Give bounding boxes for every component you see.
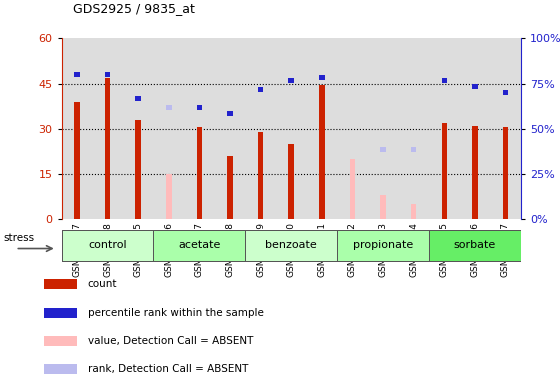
Bar: [214, 38, 245, 219]
Bar: [44, 308, 77, 318]
Bar: [44, 279, 77, 290]
Bar: [368, 38, 398, 219]
Bar: [472, 126, 478, 219]
Bar: [153, 38, 184, 219]
Bar: [197, 105, 202, 110]
Text: count: count: [88, 279, 117, 289]
Bar: [74, 102, 80, 219]
Bar: [136, 120, 141, 219]
Text: acetate: acetate: [178, 240, 221, 250]
Bar: [429, 38, 460, 219]
Bar: [245, 38, 276, 219]
Bar: [441, 122, 447, 219]
Bar: [380, 147, 386, 152]
Text: propionate: propionate: [353, 240, 413, 250]
Bar: [288, 144, 294, 219]
Bar: [503, 90, 508, 95]
Bar: [92, 38, 123, 219]
Bar: [380, 195, 386, 219]
Bar: [503, 127, 508, 219]
FancyBboxPatch shape: [153, 230, 245, 261]
Bar: [105, 72, 110, 77]
Bar: [349, 159, 355, 219]
Bar: [227, 111, 233, 116]
Bar: [197, 127, 202, 219]
Text: sorbate: sorbate: [454, 240, 496, 250]
Bar: [166, 105, 171, 110]
Bar: [44, 364, 77, 374]
Bar: [337, 38, 368, 219]
Bar: [62, 38, 92, 219]
Bar: [472, 84, 478, 89]
Bar: [123, 38, 153, 219]
Bar: [490, 38, 521, 219]
Bar: [258, 87, 263, 92]
Text: GDS2925 / 9835_at: GDS2925 / 9835_at: [73, 2, 195, 15]
FancyBboxPatch shape: [337, 230, 429, 261]
Bar: [319, 75, 325, 80]
Bar: [306, 38, 337, 219]
Bar: [166, 174, 171, 219]
Text: control: control: [88, 240, 127, 250]
Bar: [136, 96, 141, 101]
Text: percentile rank within the sample: percentile rank within the sample: [88, 308, 264, 318]
Bar: [184, 38, 214, 219]
Bar: [74, 72, 80, 77]
Bar: [288, 78, 294, 83]
FancyBboxPatch shape: [62, 230, 153, 261]
Bar: [227, 156, 233, 219]
Text: value, Detection Call = ABSENT: value, Detection Call = ABSENT: [88, 336, 253, 346]
Bar: [319, 85, 325, 219]
Bar: [460, 38, 490, 219]
Bar: [44, 336, 77, 346]
Text: benzoate: benzoate: [265, 240, 317, 250]
Bar: [105, 78, 110, 219]
Text: rank, Detection Call = ABSENT: rank, Detection Call = ABSENT: [88, 364, 248, 374]
Bar: [398, 38, 429, 219]
Bar: [258, 132, 263, 219]
Text: stress: stress: [3, 233, 34, 243]
Bar: [441, 78, 447, 83]
FancyBboxPatch shape: [245, 230, 337, 261]
Bar: [276, 38, 306, 219]
Bar: [411, 204, 417, 219]
FancyBboxPatch shape: [429, 230, 521, 261]
Bar: [411, 147, 417, 152]
